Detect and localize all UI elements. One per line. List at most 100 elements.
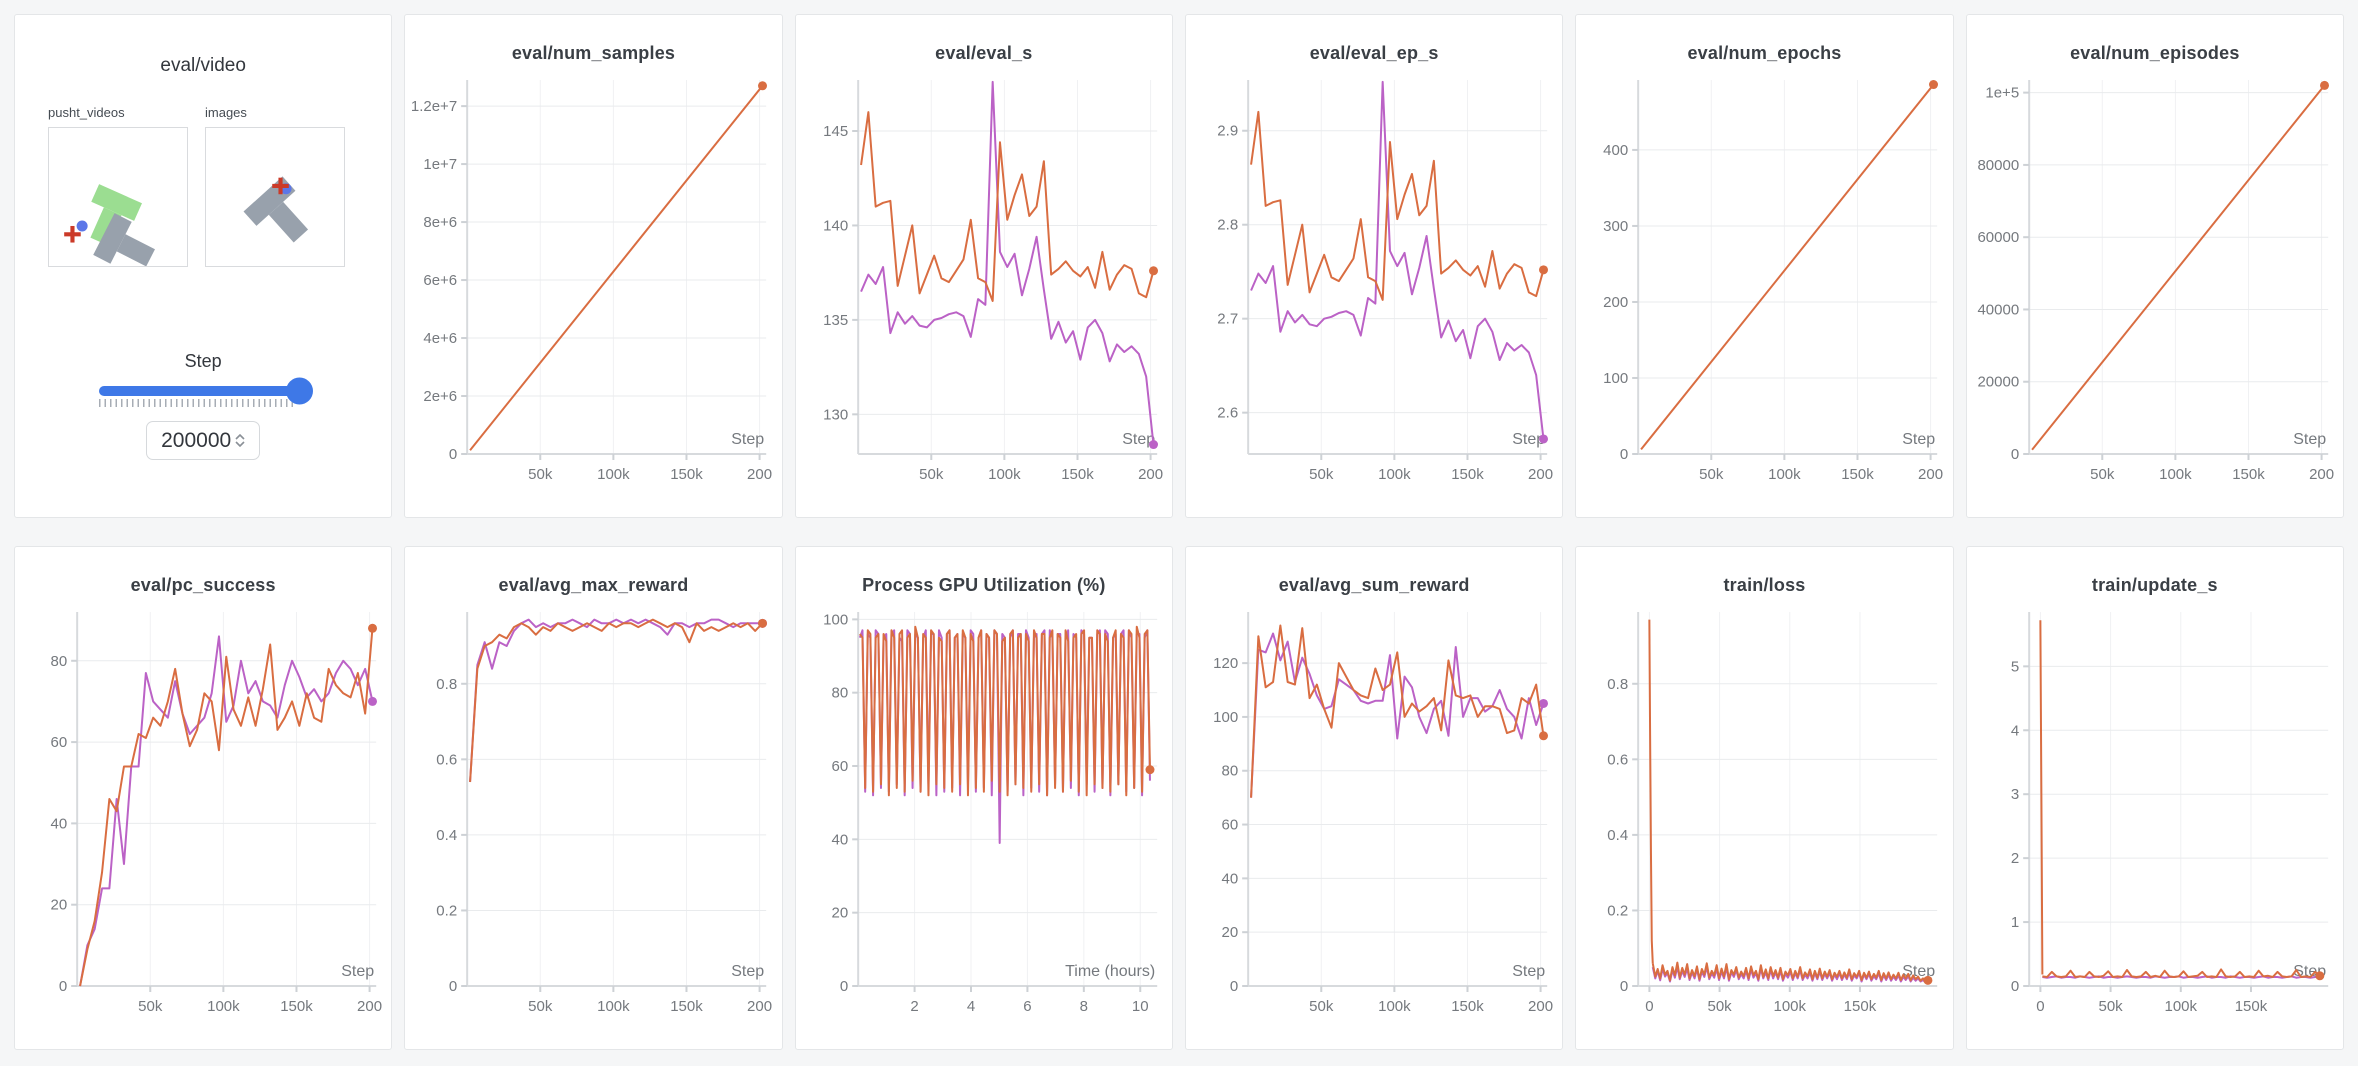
svg-text:140: 140 — [823, 217, 848, 234]
svg-text:0: 0 — [2036, 998, 2044, 1015]
svg-text:60000: 60000 — [1977, 229, 2019, 246]
chevron-up-icon[interactable] — [235, 434, 245, 440]
svg-text:20000: 20000 — [1977, 374, 2019, 391]
svg-text:Step: Step — [1512, 431, 1545, 448]
chart-panel-num-episodes: eval/num_episodes 0 20000 40000 60000 80000 1… — [1965, 14, 2344, 518]
svg-text:4: 4 — [2010, 722, 2018, 739]
svg-text:2: 2 — [910, 998, 918, 1015]
line-chart[interactable]: 0 20 40 60 80 100 2 4 6 8 10 Time (hours) — [796, 602, 1172, 1038]
svg-text:0: 0 — [59, 978, 67, 995]
svg-text:145: 145 — [823, 123, 848, 140]
svg-text:0.6: 0.6 — [1608, 751, 1629, 768]
svg-text:200: 200 — [2309, 466, 2334, 483]
svg-text:50k: 50k — [2090, 466, 2115, 483]
step-slider-label: Step — [184, 351, 222, 371]
svg-text:50k: 50k — [1309, 466, 1334, 483]
thumbnail-label: images — [205, 105, 247, 120]
svg-text:0: 0 — [839, 978, 847, 995]
svg-text:2.9: 2.9 — [1217, 123, 1238, 140]
svg-text:150k: 150k — [671, 998, 704, 1015]
svg-text:0: 0 — [1620, 446, 1628, 463]
chart-panel-num-samples: eval/num_samples 0 2e+6 4e+6 6e+6 8e+6 1e+7 1.… — [404, 14, 783, 518]
images-thumbnail[interactable] — [205, 127, 345, 267]
svg-text:100k: 100k — [2164, 998, 2197, 1015]
svg-text:Time (hours): Time (hours) — [1065, 963, 1155, 980]
svg-text:100: 100 — [823, 611, 848, 628]
chart-title: eval/eval_s — [935, 43, 1033, 63]
svg-text:0: 0 — [2010, 978, 2018, 995]
svg-text:80: 80 — [50, 653, 67, 670]
line-chart[interactable]: 130 135 140 145 50k 100k 150k 200 Step — [796, 70, 1172, 506]
svg-text:40: 40 — [831, 831, 848, 848]
line-chart[interactable]: 0 0.2 0.4 0.6 0.8 50k 100k 150k 200 Step — [405, 602, 781, 1038]
line-chart[interactable]: 0 20000 40000 60000 80000 1e+5 50k 100k 150k 200 S… — [1967, 70, 2343, 506]
svg-text:50k: 50k — [529, 998, 554, 1015]
svg-text:150k: 150k — [1451, 998, 1484, 1015]
svg-text:40: 40 — [50, 815, 67, 832]
svg-text:0.8: 0.8 — [1608, 676, 1629, 693]
chart-title: eval/eval_ep_s — [1309, 43, 1439, 63]
step-slider-track[interactable] — [99, 377, 314, 405]
svg-text:100k: 100k — [207, 998, 240, 1015]
chart-title: eval/num_epochs — [1687, 43, 1842, 63]
svg-text:100k: 100k — [597, 466, 630, 483]
svg-text:Step: Step — [341, 963, 374, 980]
goal-cross-icon — [64, 225, 81, 243]
step-number-input[interactable]: 200000 — [146, 421, 261, 460]
svg-text:Step: Step — [1903, 431, 1936, 448]
svg-text:100: 100 — [1213, 709, 1238, 726]
svg-text:100k: 100k — [1378, 998, 1411, 1015]
step-control: Step 200000 — [15, 351, 391, 460]
chart-panel-train-loss: train/loss 0 0.2 0.4 0.6 0.8 0 50k 100k 150k Step — [1575, 546, 1954, 1050]
svg-text:Step: Step — [1903, 963, 1936, 980]
svg-text:150k: 150k — [1061, 466, 1094, 483]
svg-text:80: 80 — [1221, 763, 1238, 780]
svg-text:60: 60 — [50, 734, 67, 751]
line-chart[interactable]: 0 20 40 60 80 100 120 50k 100k 150k 200 Step — [1186, 602, 1562, 1038]
chevron-down-icon[interactable] — [235, 441, 245, 447]
line-chart[interactable]: 0 0.2 0.4 0.6 0.8 0 50k 100k 150k Step — [1576, 602, 1952, 1038]
media-panel-eval-video: eval/video pusht_videos — [14, 14, 393, 518]
svg-text:60: 60 — [831, 758, 848, 775]
svg-text:40: 40 — [1221, 870, 1238, 887]
svg-text:3: 3 — [2010, 786, 2018, 803]
svg-text:0.8: 0.8 — [437, 676, 458, 693]
chart-title: eval/num_samples — [511, 43, 676, 63]
line-chart[interactable]: 0 20 40 60 80 50k 100k 150k 200 Step — [15, 602, 391, 1038]
line-chart[interactable]: 0 100 200 300 400 50k 100k 150k 200 Step — [1576, 70, 1952, 506]
svg-text:200: 200 — [1918, 466, 1943, 483]
line-chart[interactable]: 0 2e+6 4e+6 6e+6 8e+6 1e+7 1.2e+7 50k 100k 150k 20… — [405, 70, 781, 506]
svg-text:150k: 150k — [280, 998, 313, 1015]
line-chart[interactable]: 2.6 2.7 2.8 2.9 50k 100k 150k 200 Step — [1186, 70, 1562, 506]
svg-text:0: 0 — [2010, 446, 2018, 463]
svg-text:100k: 100k — [2159, 466, 2192, 483]
svg-text:50k: 50k — [1708, 998, 1733, 1015]
stepper-spinner[interactable] — [235, 434, 245, 447]
svg-text:50k: 50k — [1700, 466, 1725, 483]
chart-panel-avg-sum-reward: eval/avg_sum_reward 0 20 40 60 80 100 120 50k 10… — [1185, 546, 1564, 1050]
chart-title: eval/pc_success — [130, 575, 276, 595]
chart-title: eval/num_episodes — [2070, 43, 2240, 63]
svg-text:0.2: 0.2 — [1608, 902, 1629, 919]
svg-text:4: 4 — [966, 998, 974, 1015]
svg-text:50k: 50k — [529, 466, 554, 483]
svg-text:1: 1 — [2010, 914, 2018, 931]
svg-text:40000: 40000 — [1977, 301, 2019, 318]
thumbnail-label: pusht_videos — [48, 105, 125, 120]
thumbnail-row: pusht_videos — [15, 105, 391, 267]
svg-text:0.4: 0.4 — [437, 827, 458, 844]
svg-text:0.4: 0.4 — [1608, 827, 1629, 844]
svg-text:5: 5 — [2010, 658, 2018, 675]
step-slider-thumb[interactable] — [286, 377, 314, 405]
svg-text:Step: Step — [2293, 431, 2326, 448]
pusht-video-thumbnail[interactable] — [48, 127, 188, 267]
svg-text:2e+6: 2e+6 — [424, 388, 458, 405]
svg-text:130: 130 — [823, 406, 848, 423]
chart-panel-gpu-utilization: Process GPU Utilization (%) 0 20 40 60 80 100… — [794, 546, 1173, 1050]
svg-text:200: 200 — [1528, 998, 1553, 1015]
svg-text:50k: 50k — [138, 998, 163, 1015]
svg-text:0: 0 — [449, 446, 457, 463]
chart-panel-train-update-s: train/update_s 0 1 2 3 4 5 0 50k 100k 150k Step — [1965, 546, 2344, 1050]
chart-panel-pc-success: eval/pc_success 0 20 40 60 80 50k 100k 150k 200 S… — [14, 546, 393, 1050]
